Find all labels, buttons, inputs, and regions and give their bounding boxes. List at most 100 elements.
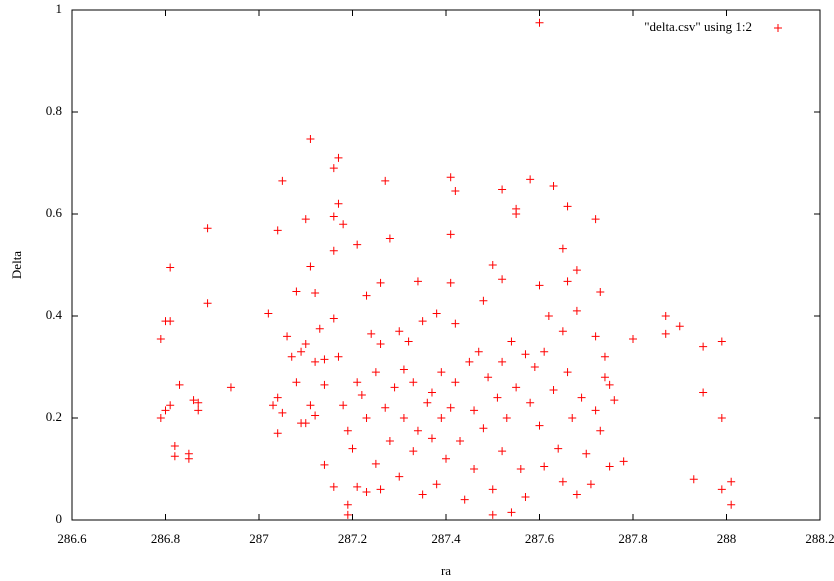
point bbox=[507, 337, 516, 346]
point bbox=[661, 312, 670, 320]
point bbox=[577, 393, 586, 402]
point bbox=[306, 135, 315, 144]
point bbox=[456, 436, 465, 445]
point bbox=[404, 337, 413, 346]
point bbox=[437, 368, 446, 377]
point bbox=[390, 383, 399, 392]
point bbox=[203, 299, 212, 308]
point bbox=[689, 475, 698, 484]
point bbox=[329, 164, 338, 173]
point bbox=[376, 278, 385, 287]
point bbox=[413, 277, 422, 286]
point bbox=[432, 480, 441, 489]
point bbox=[226, 383, 235, 392]
point bbox=[385, 436, 394, 445]
point bbox=[376, 340, 385, 349]
point bbox=[329, 212, 338, 221]
point bbox=[334, 199, 343, 208]
point bbox=[203, 224, 212, 233]
point bbox=[320, 355, 329, 364]
point bbox=[526, 175, 535, 184]
point bbox=[334, 352, 343, 361]
point bbox=[498, 185, 507, 194]
point bbox=[311, 289, 320, 298]
point bbox=[717, 485, 726, 494]
point bbox=[166, 263, 175, 272]
point bbox=[479, 296, 488, 305]
point bbox=[437, 414, 446, 422]
point bbox=[582, 449, 591, 458]
point bbox=[596, 288, 605, 297]
point bbox=[610, 396, 619, 405]
point bbox=[470, 465, 479, 473]
y-tick-label: 0 bbox=[56, 511, 63, 526]
point bbox=[348, 444, 357, 453]
point bbox=[278, 408, 287, 417]
point bbox=[451, 378, 460, 387]
point bbox=[353, 482, 362, 491]
point bbox=[362, 414, 371, 422]
plot-frame bbox=[71, 9, 821, 521]
point bbox=[362, 291, 371, 300]
point bbox=[460, 495, 469, 504]
x-tick-label: 287.2 bbox=[338, 531, 367, 546]
point bbox=[572, 490, 581, 499]
point bbox=[521, 493, 530, 502]
point bbox=[273, 393, 282, 402]
point bbox=[371, 459, 380, 468]
point bbox=[446, 230, 455, 239]
point bbox=[320, 460, 329, 469]
point bbox=[498, 275, 507, 284]
point bbox=[343, 510, 352, 519]
point bbox=[530, 363, 539, 371]
point bbox=[586, 480, 595, 489]
point bbox=[572, 306, 581, 315]
point bbox=[334, 153, 343, 162]
point bbox=[563, 202, 572, 211]
point bbox=[516, 465, 525, 473]
point bbox=[367, 329, 376, 338]
point bbox=[156, 414, 165, 422]
point bbox=[446, 173, 455, 182]
point bbox=[451, 187, 460, 196]
point bbox=[311, 357, 320, 366]
point bbox=[273, 226, 282, 235]
point bbox=[194, 398, 203, 407]
point bbox=[269, 401, 278, 410]
point bbox=[465, 357, 474, 366]
point bbox=[339, 401, 348, 410]
point bbox=[502, 414, 511, 422]
point bbox=[329, 246, 338, 255]
point bbox=[675, 322, 684, 331]
point bbox=[423, 398, 432, 407]
legend-marker bbox=[774, 24, 782, 32]
point bbox=[283, 332, 292, 341]
point bbox=[470, 406, 479, 415]
point bbox=[427, 388, 436, 397]
point bbox=[512, 210, 521, 218]
point bbox=[418, 490, 427, 499]
point bbox=[572, 266, 581, 275]
x-tick-label: 287.4 bbox=[431, 531, 461, 546]
point bbox=[306, 262, 315, 271]
point bbox=[600, 373, 609, 382]
x-tick-label: 286.6 bbox=[57, 531, 87, 546]
point bbox=[563, 277, 572, 286]
point bbox=[540, 347, 549, 356]
point bbox=[329, 314, 338, 323]
point bbox=[395, 327, 404, 336]
point bbox=[535, 421, 544, 430]
point bbox=[357, 391, 366, 400]
point bbox=[446, 403, 455, 412]
point bbox=[596, 426, 605, 435]
point bbox=[717, 337, 726, 346]
point bbox=[591, 215, 600, 224]
point bbox=[343, 500, 352, 509]
point bbox=[451, 319, 460, 328]
point bbox=[189, 396, 198, 405]
point bbox=[427, 434, 436, 443]
point bbox=[512, 383, 521, 392]
point bbox=[301, 419, 310, 428]
point bbox=[278, 176, 287, 185]
y-tick-label: 1 bbox=[56, 1, 63, 16]
